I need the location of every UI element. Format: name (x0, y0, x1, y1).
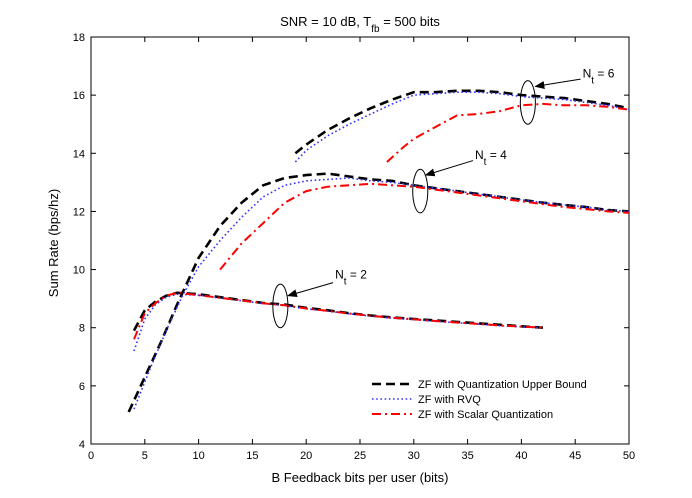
series-line-upper-bound-nt6 (294, 89, 629, 155)
series-line-scalar-quantization-nt4 (219, 182, 629, 271)
x-tick-label: 10 (192, 450, 204, 462)
series-line-rvq-nt6 (294, 91, 629, 163)
x-tick-label: 35 (461, 450, 473, 462)
x-axis-label: B Feedback bits per user (bits) (271, 470, 448, 485)
series-group (127, 89, 629, 413)
chart-title-suffix: = 500 bits (380, 14, 441, 29)
legend-label-upper-bound: ZF with Quantization Upper Bound (418, 379, 587, 391)
annotation-3: Nt = 6 (519, 67, 615, 125)
annotation-arrow (534, 78, 581, 89)
annotation-1: Nt = 2 (272, 267, 367, 329)
x-tick-label: 25 (354, 450, 366, 462)
y-tick-label: 6 (79, 381, 85, 393)
annotation-ellipse (272, 283, 289, 329)
chart-title-subscript: fb (371, 24, 380, 35)
annotation-label: Nt = 4 (475, 148, 507, 168)
legend-label-rvq: ZF with RVQ (418, 394, 481, 406)
x-tick-label: 40 (515, 450, 527, 462)
legend-label-scalar-quantization: ZF with Scalar Quantization (418, 409, 553, 421)
y-tick-label: 12 (73, 206, 85, 218)
annotation-arrow (424, 160, 474, 177)
y-tick-label: 8 (79, 323, 85, 335)
chart-title: SNR = 10 dB, Tfb = 500 bits (280, 14, 440, 35)
annotation-arrow (286, 282, 334, 298)
annotation-ellipse (412, 168, 429, 214)
series-line-scalar-quantization-nt6 (386, 102, 629, 163)
x-tick-label: 30 (408, 450, 420, 462)
x-tick-label: 50 (623, 450, 635, 462)
legend: ZF with Quantization Upper Bound ZF with … (372, 379, 587, 421)
y-tick-label: 18 (73, 32, 85, 44)
y-tick-label: 14 (73, 148, 85, 160)
y-tick-label: 16 (73, 90, 85, 102)
series-line-rvq-nt4 (133, 177, 629, 410)
annotation-2: Nt = 4 (412, 148, 507, 214)
series-line-scalar-quantization-nt2 (133, 291, 543, 340)
series-line-upper-bound-nt2 (132, 291, 543, 332)
x-tick-label: 20 (300, 450, 312, 462)
plot-area: 0 5 10 15 20 25 30 35 40 45 50 4 6 8 10 12 14 16 18 Nt = 2 N… (73, 32, 635, 462)
chart-title-prefix: SNR = 10 dB, T (280, 14, 371, 29)
x-tick-label: 5 (142, 450, 148, 462)
annotation-label: Nt = 2 (335, 267, 367, 287)
annotation-label: Nt = 6 (583, 67, 615, 87)
x-tick-label: 0 (88, 450, 94, 462)
y-axis-label: Sum Rate (bps/hz) (46, 189, 61, 297)
series-line-upper-bound-nt4 (127, 172, 629, 413)
y-tick-label: 10 (73, 265, 85, 277)
x-tick-label: 15 (246, 450, 258, 462)
x-tick-label: 45 (569, 450, 581, 462)
annotation-ellipse (519, 80, 536, 125)
y-tick-label: 4 (79, 439, 85, 451)
